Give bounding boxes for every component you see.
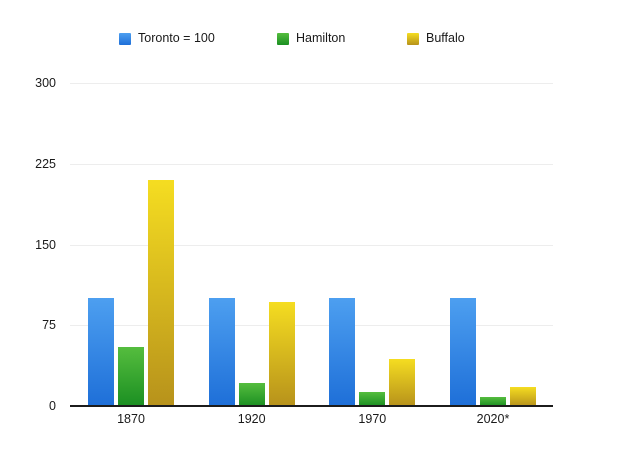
bar-buffalo-1920 bbox=[268, 301, 295, 406]
bar-buffalo-1870 bbox=[148, 179, 174, 406]
bar-hamilton-1970 bbox=[359, 392, 386, 406]
legend-item-toronto: Toronto = 100 bbox=[119, 31, 215, 46]
y-tick-label-300: 300 bbox=[35, 76, 56, 90]
x-tick-label-1920: 1920 bbox=[237, 412, 266, 426]
bar-buffalo-1970 bbox=[389, 358, 416, 406]
gridline-225 bbox=[70, 163, 553, 165]
y-tick-label-75: 75 bbox=[42, 318, 56, 333]
legend-item-buffalo: Buffalo bbox=[407, 31, 465, 46]
bar-toronto-1920 bbox=[208, 298, 235, 406]
bar-hamilton-1870 bbox=[118, 346, 144, 406]
y-tick-label-225: 225 bbox=[35, 156, 56, 171]
legend-label-hamilton: Hamilton bbox=[296, 31, 346, 45]
y-tick-label-0: 0 bbox=[49, 399, 56, 413]
y-tick-label-150: 150 bbox=[35, 237, 56, 252]
gridline-150 bbox=[70, 244, 553, 246]
x-tick-label-1870: 1870 bbox=[117, 412, 145, 426]
bar-toronto-1870 bbox=[88, 298, 114, 406]
bar-hamilton-1920 bbox=[238, 383, 265, 406]
x-axis-labels: 1870 1920 1970 2020* bbox=[0, 412, 620, 432]
plot-area bbox=[70, 83, 553, 407]
x-tick-label-1970: 1970 bbox=[358, 412, 387, 426]
gridline-75 bbox=[70, 325, 553, 327]
x-axis-line bbox=[70, 405, 553, 407]
bar-buffalo-2020 bbox=[510, 386, 536, 406]
x-tick-label-2020: 2020* bbox=[476, 412, 510, 426]
y-axis-labels: 0 75 150 225 300 bbox=[0, 0, 56, 449]
legend-label-toronto: Toronto = 100 bbox=[138, 31, 215, 45]
legend-swatch-toronto bbox=[119, 32, 131, 45]
bar-hamilton-2020 bbox=[480, 397, 506, 406]
bar-toronto-2020 bbox=[450, 298, 476, 406]
legend-swatch-hamilton bbox=[277, 32, 289, 45]
legend-swatch-buffalo bbox=[407, 32, 419, 45]
legend-label-buffalo: Buffalo bbox=[426, 31, 465, 45]
legend: Toronto = 100 Hamilton Buffalo bbox=[0, 0, 620, 60]
gridline-300 bbox=[70, 83, 553, 84]
bar-toronto-1970 bbox=[329, 298, 356, 406]
legend-item-hamilton: Hamilton bbox=[277, 31, 345, 46]
